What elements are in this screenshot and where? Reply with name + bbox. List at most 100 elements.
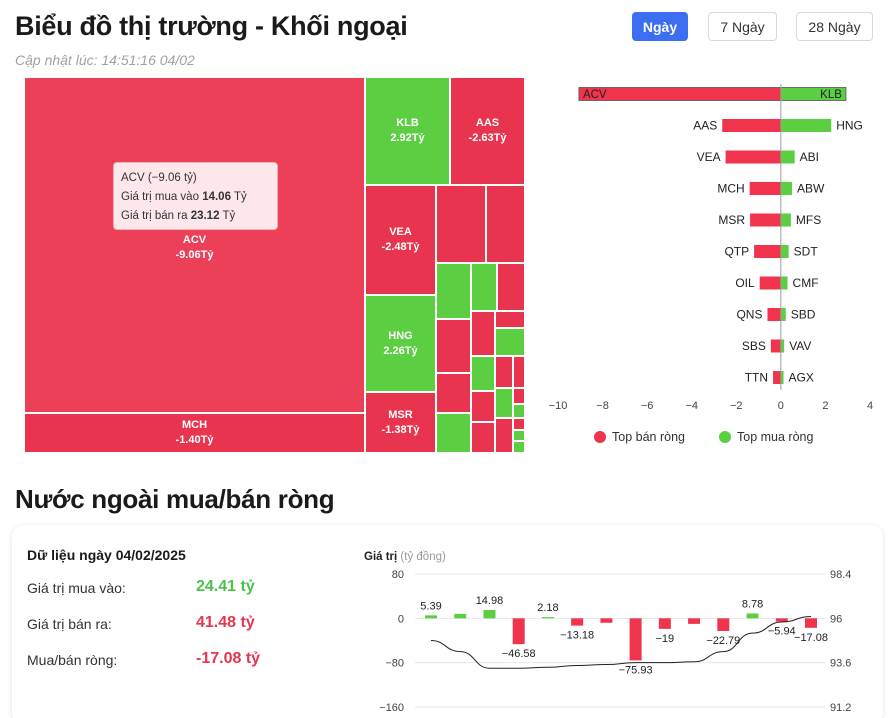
treemap-cell[interactable] [495,388,513,418]
cell-value: -2.63Tỷ [468,132,507,144]
buy-code-label: SDT [794,245,819,259]
net-bar-label: −46.58 [502,648,536,660]
tab-28-days[interactable]: 28 Ngày [796,12,873,41]
treemap-cell[interactable] [436,263,471,319]
treemap-cell-klb[interactable]: KLB 2.92Tỷ [365,77,450,185]
buy-code-label: ABI [800,150,819,164]
sell-code-label: MCH [717,182,744,196]
sell-code-label: MSR [718,213,745,227]
net-bar [425,615,437,619]
net-bar [805,618,817,628]
net-bar-label: 2.18 [537,602,558,614]
cell-code: MSR [388,408,413,421]
treemap-cell[interactable] [486,185,525,263]
buy-code-label: CMF [793,276,819,290]
cell-value: 2.26Tỷ [383,344,418,357]
buy-bar [780,150,795,164]
treemap-cell[interactable] [436,413,471,453]
tab-7-days[interactable]: 7 Ngày [708,12,777,41]
buy-bar [780,182,792,195]
sell-bar [749,182,781,195]
cell-value: -1.38Tỷ [381,423,420,436]
x-tick-label: 4 [867,400,873,412]
sell-code-label: OIL [735,276,755,290]
treemap-cell[interactable] [471,356,495,391]
sell-bar [759,276,781,290]
net-bar-label: 8.78 [742,598,763,610]
updated-timestamp: Cập nhật lúc: 14:51:16 04/02 [15,52,195,68]
data-date: Dữ liệu ngày 04/02/2025 [27,547,186,563]
treemap-cell[interactable] [513,441,525,453]
legend-sell-label: Top bán ròng [612,430,685,444]
tooltip-sell-value: 23.12 [190,210,220,222]
cell-value: -2.48Tỷ [381,241,420,253]
buy-bar [780,339,785,353]
x-tick-label: 2 [822,400,828,412]
sell-code-label: TTN [745,371,768,385]
treemap-cell[interactable] [436,373,471,413]
sell-code-label: QNS [736,308,762,322]
treemap-cell[interactable] [513,418,525,430]
sell-bar [770,339,781,353]
section-title: Nước ngoài mua/bán ròng [15,484,335,514]
treemap-cell[interactable] [513,356,525,388]
net-bar-label: −17.08 [794,632,828,644]
buy-value-label: Giá trị mua vào: [27,580,126,596]
treemap-cell[interactable] [495,418,513,453]
treemap-cell-mch[interactable]: MCH -1.40Tỷ [24,413,365,453]
page-title: Biểu đồ thị trường - Khối ngoại [15,11,408,41]
treemap-cell[interactable] [513,404,525,418]
cell-code: ACV [182,234,207,246]
net-flow-chart: Giá trị (tỷ đồng) 80 0 −80 −160 98.4 96 93.6 91.… [364,551,851,714]
net-bar-label: −22.79 [706,635,740,647]
sell-code-label: ACV [583,89,607,101]
treemap-cell-vea[interactable]: VEA -2.48Tỷ [365,185,436,295]
buy-bar [780,245,789,258]
net-bar-label: −19 [656,633,675,645]
treemap-cell[interactable] [497,263,525,311]
buy-bar [780,119,832,132]
cell-value: -9.06Tỷ [175,249,214,261]
treemap-cell-msr[interactable]: MSR -1.38Tỷ [365,392,436,453]
tooltip-buy-row: Giá trị mua vào 14.06 Tỷ [121,188,270,207]
sell-code-label: VEA [697,150,721,164]
treemap-cell-aas[interactable]: AAS -2.63Tỷ [450,77,525,185]
net-bar-label: −5.94 [768,626,796,638]
net-bar [571,618,584,626]
treemap-cell[interactable] [495,356,513,388]
treemap-tooltip: ACV (−9.06 tỷ) Giá trị mua vào 14.06 Tỷ … [113,162,278,230]
treemap-cell[interactable] [513,388,525,404]
treemap-cell[interactable] [436,185,486,263]
cell-value: 2.92Tỷ [390,132,425,144]
net-bar [541,617,554,619]
treemap-cell-acv[interactable]: ACV -9.06Tỷ [24,77,365,413]
buy-code-label: HNG [836,119,863,133]
cell-code: KLB [396,117,419,129]
treemap-cell[interactable] [471,422,495,453]
tooltip-title: ACV (−9.06 tỷ) [121,172,197,184]
x-tick-label: −2 [730,400,743,412]
net-card [12,525,883,718]
treemap-cell[interactable] [513,430,525,441]
buy-bar [780,371,784,384]
treemap-cell-hng[interactable]: HNG 2.26Tỷ [365,295,436,392]
treemap-cell[interactable] [471,263,497,311]
tooltip-unit: Tỷ [222,210,236,222]
treemap-cell[interactable] [436,319,471,373]
treemap-cell[interactable] [471,391,495,422]
net-value: -17.08 tỷ [196,650,261,667]
treemap-cell[interactable] [471,311,495,356]
cell-code: AAS [475,117,500,129]
x-tick-label: −6 [641,400,654,412]
x-tick-label: −8 [596,400,609,412]
x-tick-label: −10 [549,400,568,412]
tab-day[interactable]: Ngày [632,12,688,41]
treemap-cell[interactable] [495,328,525,356]
tooltip-sell-label: Giá trị bán ra [121,210,188,222]
treemap-cell[interactable] [495,311,525,328]
cell-code: VEA [389,226,412,238]
sell-bar [750,213,781,227]
y-tick-label: 0 [398,613,404,625]
tooltip-sell-row: Giá trị bán ra 23.12 Tỷ [121,207,270,226]
net-bar [512,618,525,645]
